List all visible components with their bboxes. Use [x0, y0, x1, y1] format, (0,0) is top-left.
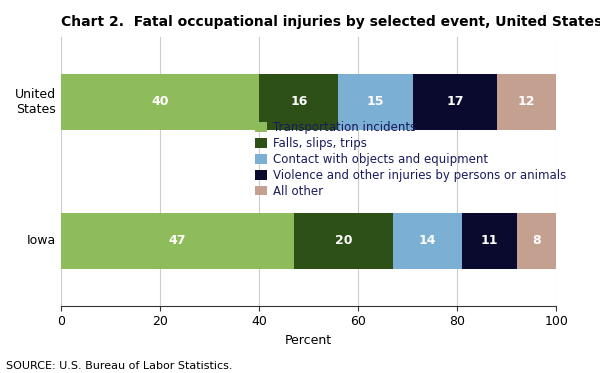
- Text: 11: 11: [481, 234, 499, 247]
- Text: Chart 2.  Fatal occupational injuries by selected event, United States and Iowa,: Chart 2. Fatal occupational injuries by …: [61, 15, 600, 29]
- Bar: [413, 74, 497, 130]
- Bar: [517, 213, 556, 269]
- Bar: [393, 213, 463, 269]
- Bar: [294, 213, 393, 269]
- Text: 20: 20: [335, 234, 352, 247]
- Text: 40: 40: [151, 95, 169, 109]
- Bar: [259, 74, 338, 130]
- Text: 14: 14: [419, 234, 436, 247]
- Bar: [61, 74, 259, 130]
- Text: 16: 16: [290, 95, 307, 109]
- Text: 12: 12: [518, 95, 535, 109]
- Bar: [338, 74, 413, 130]
- X-axis label: Percent: Percent: [285, 334, 332, 347]
- Bar: [463, 213, 517, 269]
- Legend: Transportation incidents, Falls, slips, trips, Contact with objects and equipmen: Transportation incidents, Falls, slips, …: [255, 121, 566, 198]
- Text: 17: 17: [446, 95, 464, 109]
- Text: 15: 15: [367, 95, 385, 109]
- Text: SOURCE: U.S. Bureau of Labor Statistics.: SOURCE: U.S. Bureau of Labor Statistics.: [6, 361, 233, 371]
- Text: 8: 8: [532, 234, 541, 247]
- Text: 47: 47: [169, 234, 186, 247]
- Bar: [497, 74, 556, 130]
- Bar: [61, 213, 294, 269]
